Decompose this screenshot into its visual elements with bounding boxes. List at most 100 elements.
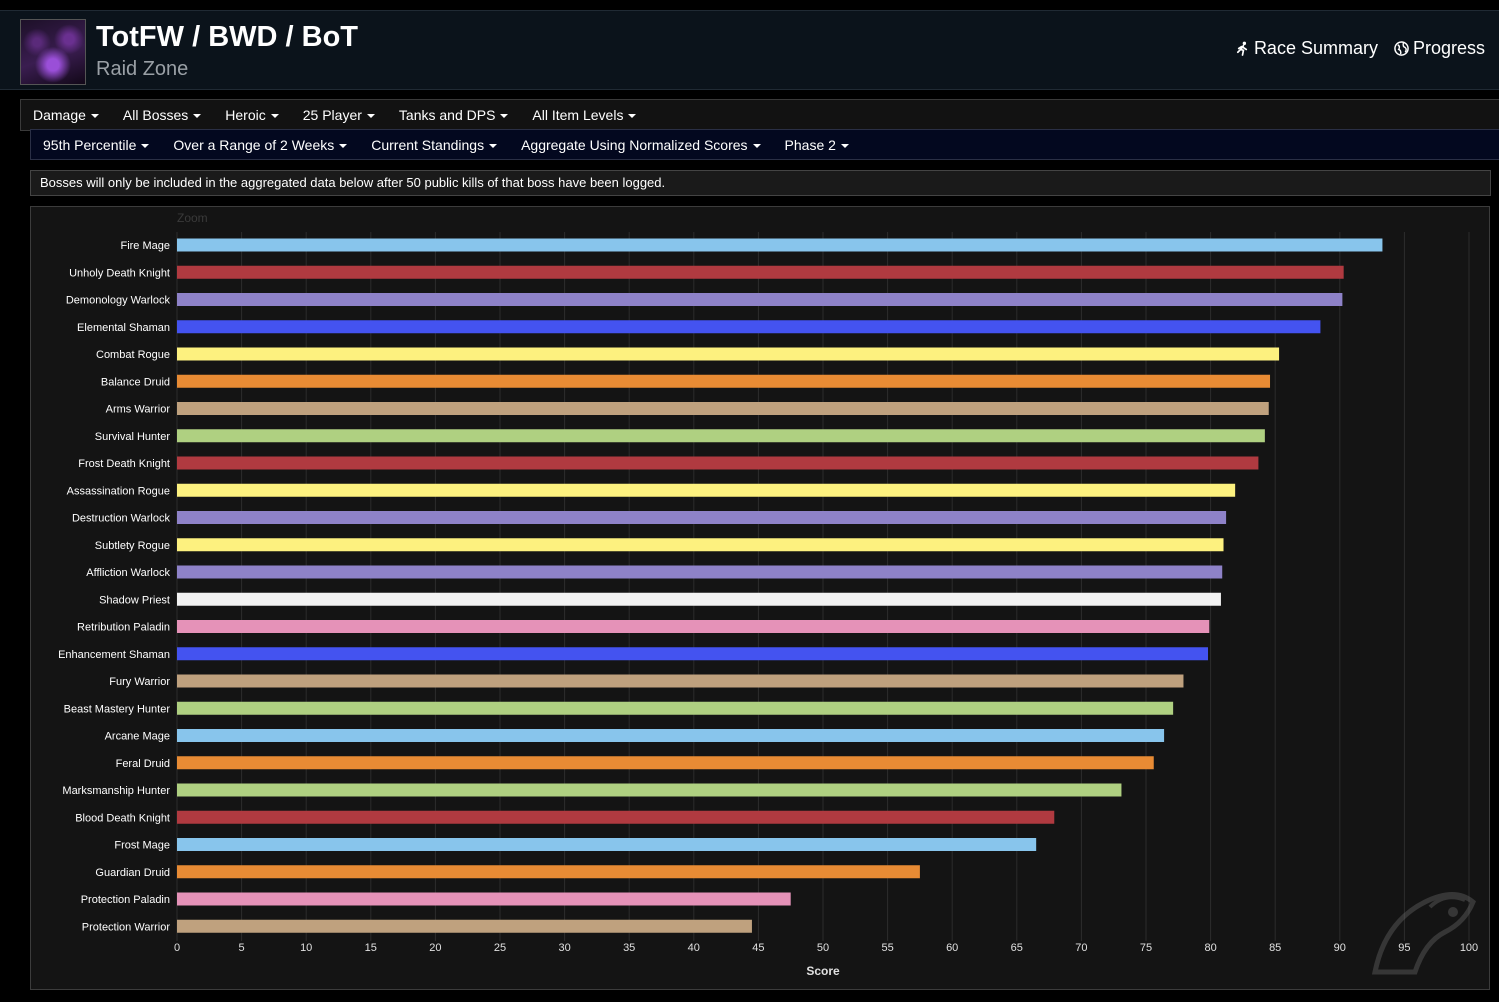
- x-tick-label: 10: [300, 942, 312, 954]
- bar[interactable]: [177, 456, 1259, 470]
- bar[interactable]: [177, 511, 1227, 524]
- bar[interactable]: [177, 402, 1269, 415]
- aggregate-dropdown-label: Aggregate Using Normalized Scores: [521, 136, 748, 153]
- header-links: Race Summary Progress: [1235, 38, 1485, 59]
- category-label: Affliction Warlock: [86, 567, 170, 579]
- progress-label: Progress: [1412, 38, 1485, 58]
- bar[interactable]: [177, 265, 1344, 279]
- size-dropdown[interactable]: 25 Player: [291, 107, 387, 123]
- bar[interactable]: [177, 729, 1165, 742]
- page-subtitle: Raid Zone: [96, 58, 189, 80]
- filter-bar-primary: Damage All Bosses Heroic 25 Player Tanks…: [20, 99, 1499, 131]
- metric-dropdown[interactable]: Damage: [21, 107, 111, 123]
- phase-dropdown-label: Phase 2: [784, 136, 836, 153]
- chevron-down-icon: [752, 143, 761, 148]
- chevron-down-icon: [366, 114, 375, 119]
- score-chart: Fire Mage Unholy Death Knight Demonology W…: [30, 206, 1490, 990]
- category-label: Destruction Warlock: [72, 513, 171, 525]
- chevron-down-icon: [339, 143, 348, 148]
- x-tick-label: 35: [623, 942, 635, 954]
- x-tick-label: 0: [174, 942, 180, 954]
- bar[interactable]: [177, 701, 1174, 715]
- standings-dropdown[interactable]: Current Standings: [359, 137, 509, 153]
- race-summary-label: Race Summary: [1253, 38, 1378, 58]
- x-tick-label: 90: [1334, 942, 1346, 954]
- category-label: Blood Death Knight: [75, 812, 170, 824]
- size-dropdown-label: 25 Player: [302, 107, 362, 123]
- progress-link[interactable]: Progress: [1394, 38, 1485, 59]
- category-label: Combat Rogue: [96, 349, 170, 361]
- chevron-down-icon: [840, 143, 849, 148]
- category-label: Arcane Mage: [105, 731, 170, 743]
- category-label: Protection Warrior: [82, 921, 171, 933]
- x-tick-label: 50: [817, 942, 829, 954]
- x-tick-label: 100: [1460, 942, 1478, 954]
- bar[interactable]: [177, 647, 1209, 661]
- difficulty-dropdown[interactable]: Heroic: [213, 107, 290, 123]
- bar[interactable]: [177, 293, 1343, 306]
- range-dropdown[interactable]: Over a Range of 2 Weeks: [161, 137, 359, 153]
- x-tick-label: 25: [494, 942, 506, 954]
- bar[interactable]: [177, 865, 920, 879]
- category-label: Assassination Rogue: [67, 485, 170, 497]
- category-label: Retribution Paladin: [77, 622, 170, 634]
- bar[interactable]: [177, 620, 1210, 633]
- role-dropdown[interactable]: Tanks and DPS: [387, 107, 521, 123]
- chevron-down-icon: [628, 114, 637, 119]
- bar[interactable]: [177, 483, 1236, 497]
- chevron-down-icon: [193, 114, 202, 119]
- bar[interactable]: [177, 347, 1280, 361]
- category-label: Subtlety Rogue: [95, 540, 170, 552]
- category-label: Enhancement Shaman: [58, 649, 170, 661]
- race-summary-link[interactable]: Race Summary: [1235, 38, 1378, 59]
- phase-dropdown[interactable]: Phase 2: [773, 137, 861, 153]
- page-title: TotFW / BWD / BoT: [96, 21, 358, 53]
- category-label: Frost Death Knight: [78, 458, 170, 470]
- percentile-dropdown[interactable]: 95th Percentile: [31, 137, 161, 153]
- category-label: Feral Druid: [116, 758, 170, 770]
- metric-dropdown-label: Damage: [33, 107, 86, 123]
- chevron-down-icon: [500, 114, 509, 119]
- x-tick-label: 55: [881, 942, 893, 954]
- bar[interactable]: [177, 538, 1224, 552]
- boss-dropdown[interactable]: All Bosses: [111, 107, 213, 123]
- bar[interactable]: [177, 919, 752, 933]
- bar[interactable]: [177, 374, 1271, 388]
- x-tick-label: 80: [1204, 942, 1216, 954]
- bar[interactable]: [177, 565, 1223, 579]
- bar[interactable]: [177, 674, 1184, 688]
- item-level-dropdown[interactable]: All Item Levels: [520, 107, 648, 123]
- category-label: Survival Hunter: [95, 431, 171, 443]
- globe-icon: [1394, 41, 1409, 56]
- bar[interactable]: [177, 320, 1321, 334]
- category-label: Protection Paladin: [81, 894, 170, 906]
- zone-thumbnail: [20, 19, 86, 85]
- x-tick-label: 85: [1269, 942, 1281, 954]
- bar[interactable]: [177, 592, 1221, 606]
- bar[interactable]: [177, 810, 1055, 824]
- top-strip: [0, 0, 1499, 10]
- percentile-dropdown-label: 95th Percentile: [43, 136, 137, 153]
- role-dropdown-label: Tanks and DPS: [398, 107, 496, 123]
- bar[interactable]: [177, 429, 1265, 443]
- range-dropdown-label: Over a Range of 2 Weeks: [173, 136, 335, 153]
- standings-dropdown-label: Current Standings: [371, 136, 485, 153]
- x-tick-label: 70: [1075, 942, 1087, 954]
- bar-chart-svg: Fire Mage Unholy Death Knight Demonology W…: [58, 211, 1478, 978]
- chevron-down-icon: [270, 114, 279, 119]
- bar[interactable]: [177, 892, 791, 906]
- bar[interactable]: [177, 238, 1383, 252]
- bar[interactable]: [177, 783, 1122, 797]
- category-label: Balance Druid: [101, 376, 170, 388]
- aggregate-dropdown[interactable]: Aggregate Using Normalized Scores: [509, 137, 772, 153]
- zone-header: TotFW / BWD / BoT Raid Zone Race Summary…: [0, 10, 1499, 90]
- category-label: Fury Warrior: [109, 676, 170, 688]
- zoom-button[interactable]: Zoom: [177, 211, 208, 225]
- category-label: Marksmanship Hunter: [62, 785, 170, 797]
- bar[interactable]: [177, 756, 1154, 770]
- x-tick-label: 45: [752, 942, 764, 954]
- x-tick-label: 60: [946, 942, 958, 954]
- info-notice: Bosses will only be included in the aggr…: [30, 170, 1491, 196]
- x-tick-label: 95: [1398, 942, 1410, 954]
- bar[interactable]: [177, 838, 1037, 851]
